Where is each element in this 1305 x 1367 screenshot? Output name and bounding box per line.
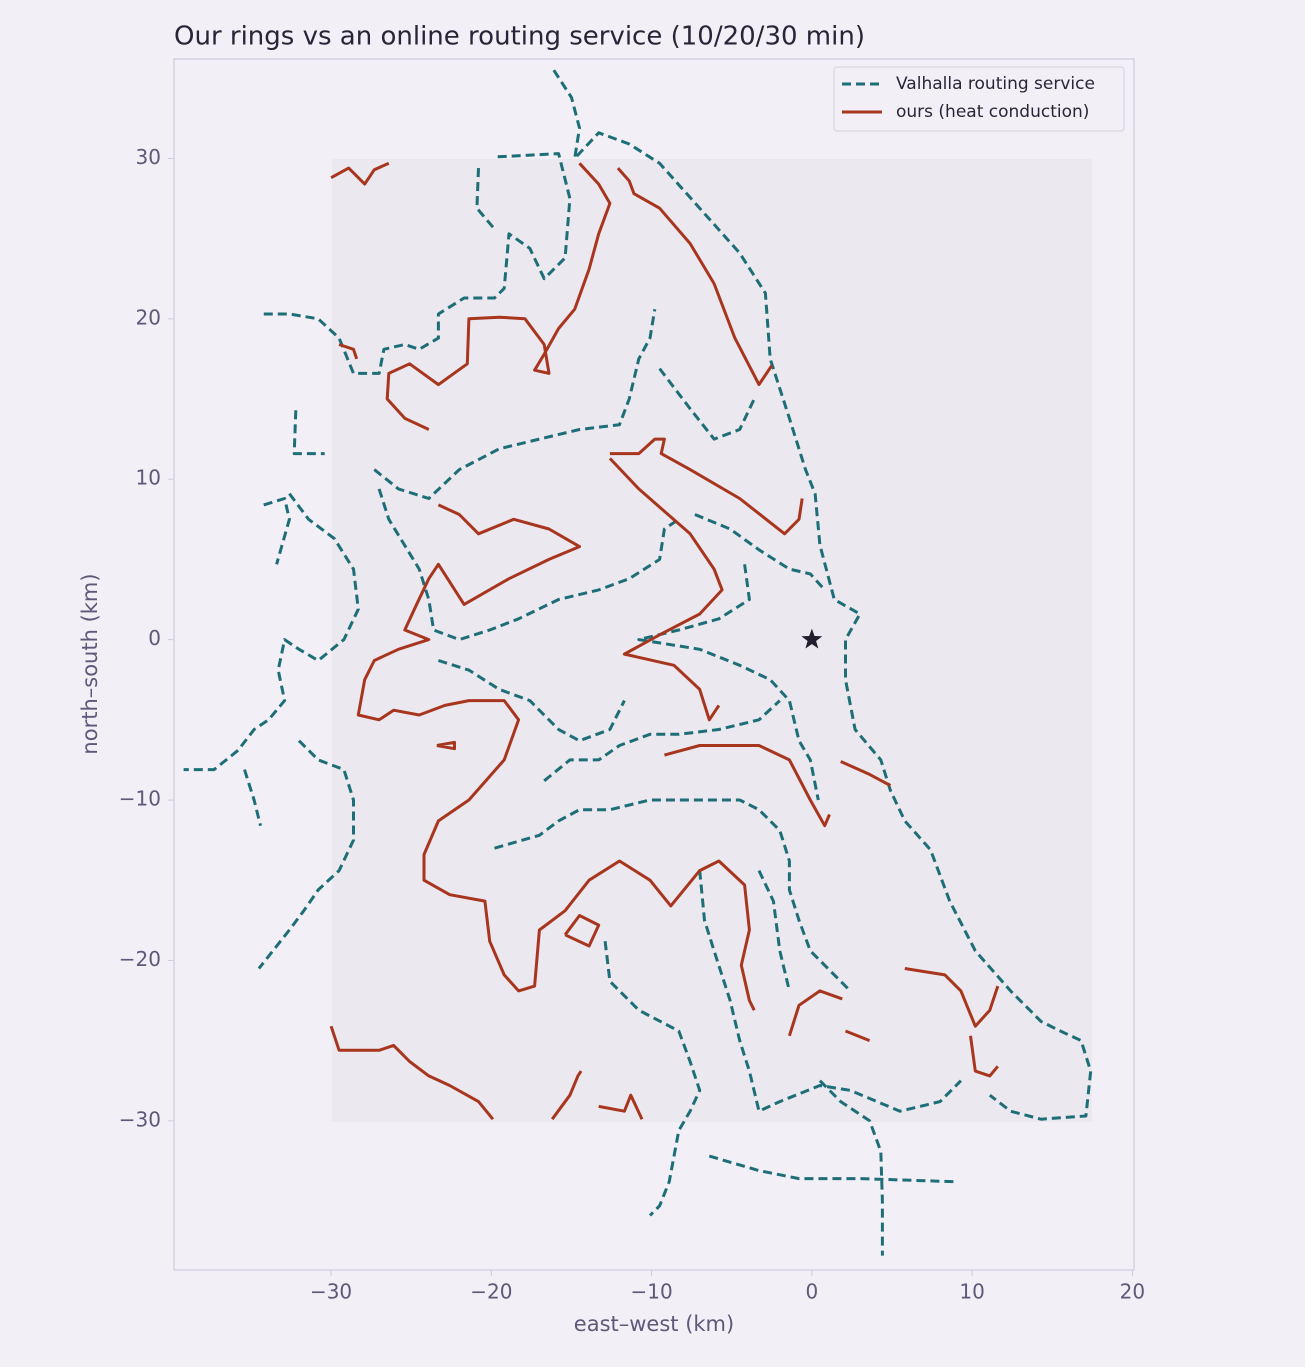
x-tick-label: 20 bbox=[1120, 1280, 1145, 1304]
series-line bbox=[183, 69, 1093, 1256]
x-tick-label: −20 bbox=[470, 1280, 512, 1304]
y-tick-label: −20 bbox=[119, 947, 161, 971]
y-tick-label: 10 bbox=[136, 466, 161, 490]
x-tick-label: 10 bbox=[959, 1280, 984, 1304]
y-axis-label: north–south (km) bbox=[78, 573, 102, 754]
legend: Valhalla routing service ours (heat condu… bbox=[833, 66, 1125, 132]
x-tick-label: −10 bbox=[630, 1280, 672, 1304]
x-tick-label: 0 bbox=[805, 1280, 818, 1304]
map-background bbox=[332, 159, 1092, 1122]
axes-frame bbox=[173, 58, 1135, 1271]
legend-box bbox=[833, 66, 1125, 132]
center-star bbox=[801, 628, 823, 649]
y-tick-label: 30 bbox=[136, 145, 161, 169]
y-tick-label: −10 bbox=[119, 787, 161, 811]
legend-label: ours (heat conduction) bbox=[896, 102, 1089, 122]
legend-label: Valhalla routing service bbox=[896, 74, 1095, 94]
x-axis-label: east–west (km) bbox=[574, 1312, 734, 1336]
series-line bbox=[329, 161, 1000, 1121]
y-tick-label: 20 bbox=[136, 305, 161, 329]
x-tick-label: −30 bbox=[310, 1280, 352, 1304]
chart-title: Our rings vs an online routing service (… bbox=[174, 22, 865, 52]
y-tick-label: −30 bbox=[119, 1107, 161, 1131]
y-tick-label: 0 bbox=[148, 626, 161, 650]
